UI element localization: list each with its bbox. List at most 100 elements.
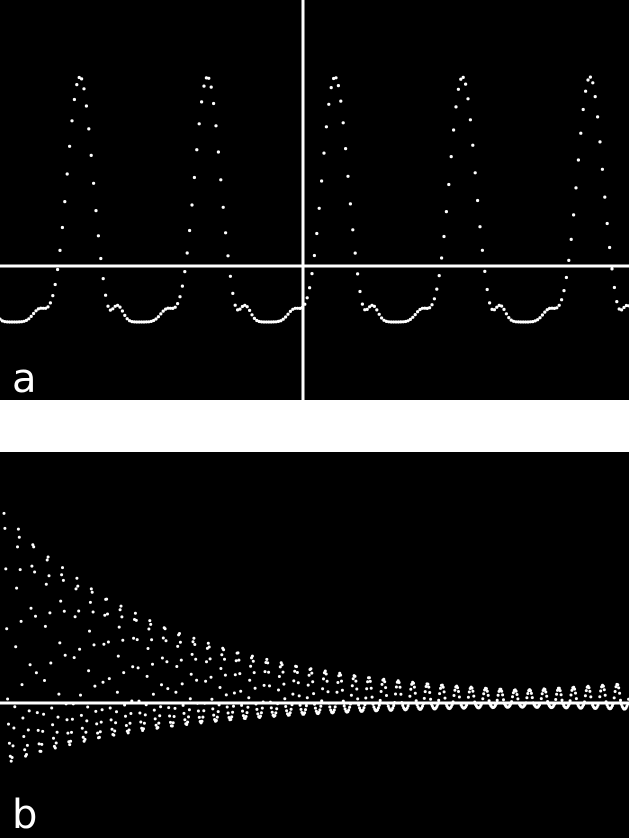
trace-dot [476, 198, 480, 203]
trace-dot [409, 687, 413, 691]
trace-dot [307, 673, 311, 677]
trace-dot [140, 320, 144, 324]
trace-dot [555, 306, 559, 310]
trace-dot [570, 688, 574, 692]
trace-dot [317, 206, 321, 210]
trace-dot [134, 618, 138, 622]
trace-dot [106, 304, 110, 308]
trace-dot [56, 715, 60, 719]
trace-dot [51, 294, 55, 298]
trace-dot [295, 665, 298, 669]
trace-dot [418, 307, 422, 312]
trace-dot [165, 660, 169, 664]
trace-dot [142, 320, 146, 324]
trace-dot [483, 269, 487, 273]
trace-dot [80, 77, 84, 81]
trace-dot [202, 709, 206, 713]
trace-dot [15, 320, 19, 324]
trace-dot [118, 608, 122, 612]
trace-dot [22, 735, 26, 738]
trace-dot [524, 320, 528, 324]
trace-dot [348, 705, 352, 709]
trace-dot [384, 319, 388, 323]
trace-dot [248, 308, 252, 312]
trace-dot [456, 87, 460, 91]
trace-dot [169, 720, 172, 724]
trace-dot [180, 284, 184, 288]
trace-dot [420, 306, 424, 310]
trace-dot [111, 307, 115, 311]
trace-dot [70, 730, 73, 734]
trace-dot [120, 309, 124, 313]
trace-dot [478, 225, 482, 229]
trace-dot [220, 653, 224, 657]
trace-dot [80, 726, 84, 730]
trace-dot [399, 320, 403, 324]
trace-dot [425, 306, 429, 310]
trace-dot [107, 677, 111, 681]
trace-dot [218, 686, 222, 689]
trace-dot [142, 727, 145, 731]
trace-dot [226, 711, 230, 715]
trace-dot [187, 708, 191, 712]
trace-dot [550, 306, 554, 310]
trace-dot [45, 558, 49, 562]
trace-dot [89, 153, 93, 157]
trace-dot [72, 656, 76, 660]
trace-dot [276, 319, 280, 323]
trace-dot [502, 307, 506, 311]
trace-dot [50, 706, 54, 710]
trace-dot [176, 302, 180, 306]
trace-dot [528, 320, 533, 324]
trace-dot [256, 712, 260, 716]
trace-dot [10, 756, 14, 759]
trace-dot [327, 102, 331, 106]
trace-dot [202, 84, 206, 88]
trace-dot [368, 305, 372, 309]
trace-dot [30, 564, 34, 568]
trace-dot [29, 314, 33, 318]
trace-dot [5, 627, 9, 631]
trace-dot [624, 303, 629, 308]
trace-dot [342, 704, 346, 708]
trace-dot [442, 690, 446, 694]
trace-dot [112, 733, 116, 737]
trace-dot [166, 687, 170, 691]
trace-dot [241, 709, 244, 713]
trace-dot [18, 568, 22, 572]
trace-dot [539, 697, 543, 701]
trace-dot [241, 714, 245, 718]
trace-dot [142, 721, 146, 725]
trace-dot [178, 640, 182, 644]
trace-dot [239, 689, 243, 693]
trace-dot [44, 582, 48, 586]
trace-dot [144, 320, 148, 324]
trace-dot [52, 736, 55, 740]
trace-dot [12, 320, 16, 324]
trace-dot [240, 304, 244, 309]
trace-dot [65, 172, 69, 176]
trace-dot [504, 312, 508, 316]
trace-dot [264, 320, 268, 324]
trace-dot [41, 306, 45, 310]
trace-dot [96, 731, 100, 735]
trace-dot [354, 679, 358, 683]
trace-dot [291, 307, 295, 311]
trace-dot [584, 689, 588, 693]
trace-dot [432, 297, 436, 301]
trace-dot [156, 726, 160, 729]
trace-dot [361, 708, 365, 712]
trace-dot [502, 698, 505, 702]
trace-dot [208, 657, 212, 661]
trace-dot [74, 587, 78, 591]
trace-dot [48, 301, 53, 305]
trace-dot [289, 707, 293, 711]
trace-dot [298, 306, 302, 310]
trace-dot [96, 234, 100, 238]
trace-dot [29, 606, 33, 610]
trace-dot [370, 303, 374, 307]
trace-dot [240, 703, 244, 707]
trace-dot [191, 640, 195, 644]
trace-dot [424, 685, 428, 688]
trace-dot [449, 155, 453, 159]
